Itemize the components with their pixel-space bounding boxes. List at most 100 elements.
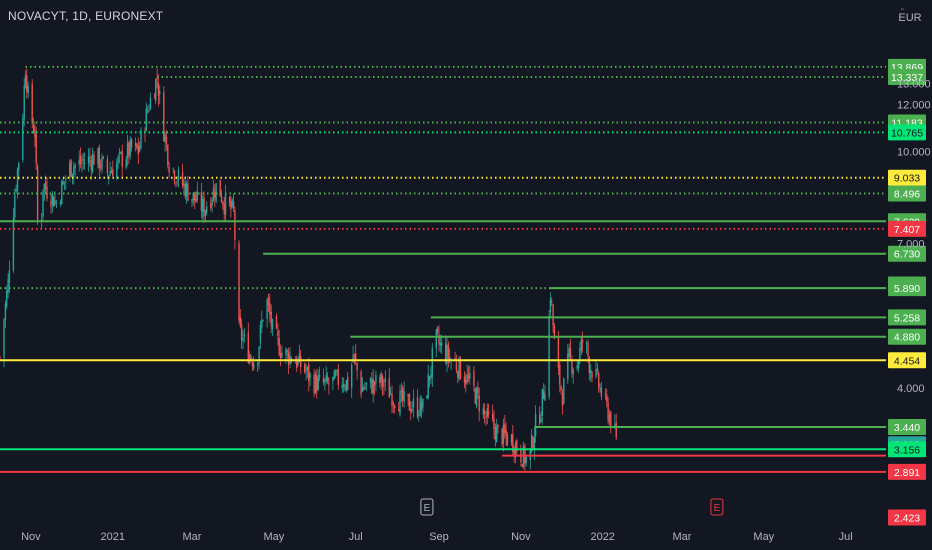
candle-body: [551, 300, 553, 303]
candle-body: [541, 388, 543, 416]
candle-body: [398, 409, 400, 412]
candle-body: [492, 413, 494, 420]
candle-body: [525, 457, 527, 463]
candle-body: [61, 181, 63, 205]
candle-body: [341, 384, 343, 388]
candle-body: [466, 374, 468, 382]
candle-body: [157, 82, 160, 96]
candle-body: [249, 354, 251, 364]
candle-body: [599, 387, 601, 390]
candle-body: [32, 125, 35, 133]
candle-body: [363, 387, 365, 390]
candle-body: [155, 79, 157, 101]
candle-body: [93, 154, 95, 165]
x-tick-label: Mar: [183, 531, 202, 543]
candle-body: [467, 376, 470, 378]
candle-body: [343, 384, 345, 387]
candle-body: [271, 319, 274, 330]
candle-body: [355, 353, 357, 362]
candle-body: [447, 345, 450, 359]
candle-body: [7, 279, 9, 294]
x-tick-label: Sep: [429, 531, 449, 543]
candle-body: [416, 397, 419, 417]
candle-body: [436, 327, 439, 333]
candle-body: [493, 418, 495, 430]
candle-body: [266, 299, 268, 319]
candle-body: [318, 375, 321, 377]
candle-body: [259, 324, 262, 344]
candle-body: [591, 372, 593, 378]
candle-body: [388, 378, 390, 398]
candle-body: [294, 362, 296, 364]
candle-body: [600, 388, 603, 397]
candle-body: [431, 348, 433, 378]
candle-body: [168, 166, 170, 173]
candle-body: [306, 367, 309, 371]
candle-body: [89, 156, 91, 160]
candle-body: [156, 78, 158, 80]
candle-body: [145, 108, 147, 131]
candle-body: [63, 181, 66, 183]
candle-body: [281, 352, 283, 358]
candle-body: [334, 374, 337, 375]
price-label: 4.454: [894, 355, 920, 367]
candle-body: [569, 347, 572, 357]
candle-body: [53, 196, 55, 207]
candle-body: [234, 210, 236, 240]
candle-body: [474, 388, 476, 404]
candle-body: [427, 374, 429, 398]
earnings-marker[interactable]: [420, 498, 434, 516]
candle-body: [78, 159, 80, 165]
candle-body: [572, 370, 574, 375]
candle-body: [548, 315, 550, 397]
candle-body: [379, 376, 381, 383]
currency-button[interactable]: ⌃ EUR: [893, 5, 927, 27]
candle-body: [165, 136, 168, 144]
candle-body: [35, 134, 37, 164]
candle-body: [505, 430, 507, 436]
price-label-box: [888, 185, 926, 202]
chevron-up-icon: ⌃: [899, 7, 906, 16]
price-label: 5.258: [894, 312, 920, 324]
candle-body: [506, 434, 509, 445]
candle-body: [473, 370, 475, 387]
candle-body: [163, 92, 165, 141]
candle-body: [557, 337, 560, 368]
candle-body: [549, 299, 552, 313]
candle-body: [371, 379, 373, 394]
candle-body: [134, 142, 137, 146]
candle-body: [604, 393, 607, 395]
x-tick-label: Nov: [511, 531, 531, 543]
candle-body: [137, 145, 139, 155]
candle-body: [219, 179, 221, 197]
candle-body: [176, 180, 178, 182]
candle-body: [159, 91, 161, 95]
candle-body: [82, 159, 84, 161]
candle-body: [513, 449, 515, 455]
candle-body: [128, 142, 130, 157]
candle-body: [126, 143, 129, 159]
candle-body: [482, 408, 484, 415]
candle-body: [91, 154, 94, 172]
candle-body: [90, 160, 92, 170]
candle-body: [607, 402, 609, 421]
earnings-marker[interactable]: [710, 498, 724, 516]
candle-body: [258, 346, 260, 363]
candle-body: [212, 188, 215, 201]
candle-body: [102, 156, 105, 158]
candle-body: [428, 376, 431, 381]
candle-body: [120, 152, 122, 154]
price-label: 2.891: [894, 467, 920, 479]
symbol-title[interactable]: NOVACYT, 1D, EURONEXT: [8, 9, 164, 23]
y-tick-label: 4.000: [897, 383, 925, 395]
price-label-box: [888, 328, 926, 345]
y-tick-label: 13.000: [897, 79, 931, 91]
candle-body: [243, 334, 245, 337]
candle-body: [167, 144, 169, 165]
earnings-marker-label: E: [714, 503, 721, 514]
candle-body: [287, 352, 290, 365]
candle-body: [44, 181, 47, 189]
candle-body: [147, 110, 149, 112]
